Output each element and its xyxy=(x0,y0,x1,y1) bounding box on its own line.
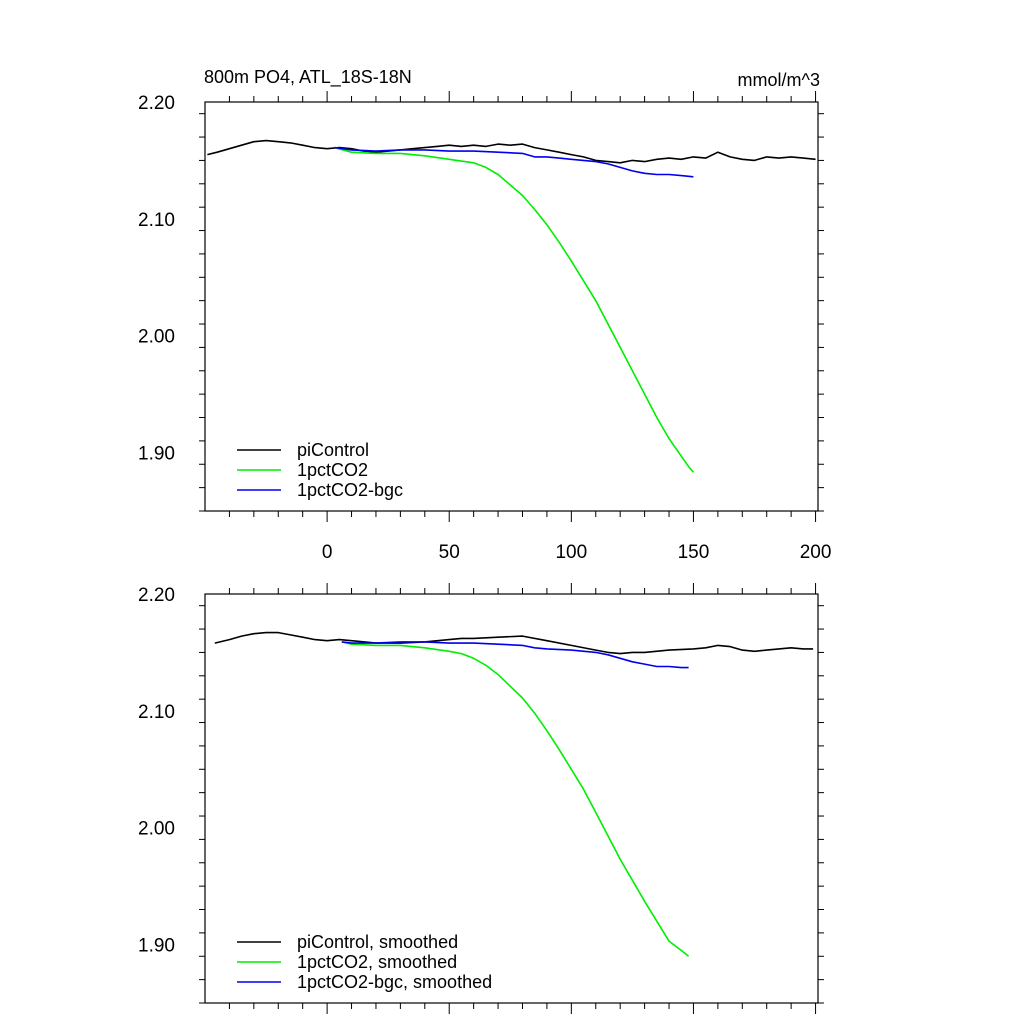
x-tick-label: 0 xyxy=(322,542,333,563)
series-line-3 xyxy=(341,641,689,669)
top-panel: 800m PO4, ATL_18S-18N mmol/m^3 2.202.102… xyxy=(138,67,831,563)
y-tick-label: 2.20 xyxy=(138,585,175,606)
y-tick-label: 1.90 xyxy=(138,936,175,957)
series-layer xyxy=(214,631,814,957)
series-line-2 xyxy=(341,641,690,957)
legend-label: 1pctCO2-bgc, smoothed xyxy=(297,972,492,992)
y-tick-label: 1.90 xyxy=(138,444,175,465)
bottom-panel: 2.202.102.001.90 piControl, smoothed1pct… xyxy=(138,583,824,1014)
y-tick-label: 2.00 xyxy=(138,819,175,840)
legend-label: 1pctCO2-bgc xyxy=(297,480,403,500)
series-layer xyxy=(207,139,816,473)
units-label: mmol/m^3 xyxy=(738,70,820,90)
legend-label: piControl, smoothed xyxy=(297,932,458,952)
plot-frame xyxy=(204,593,819,1004)
y-tick-label: 2.00 xyxy=(138,327,175,348)
series-line-3 xyxy=(334,146,694,178)
x-tick-label: 50 xyxy=(439,542,460,563)
y-tick-label: 2.20 xyxy=(138,93,175,114)
series-line-1 xyxy=(214,631,814,655)
x-tick-label: 100 xyxy=(555,542,587,563)
series-line-1 xyxy=(207,139,816,164)
axis-ticks: 2.20 2.10 2.00 1.90 0 50 100 150 200 xyxy=(138,91,831,563)
y-tick-label: 2.10 xyxy=(138,210,175,231)
legend-label: piControl xyxy=(297,440,369,460)
legend-label: 1pctCO2 xyxy=(297,460,368,480)
x-tick-label: 150 xyxy=(678,542,710,563)
plot-frame xyxy=(204,101,819,512)
x-tick-label: 200 xyxy=(800,542,832,563)
axis-ticks: 2.20 2.10 2.00 1.90 xyxy=(138,583,824,1014)
series-line-2 xyxy=(334,146,695,473)
y-tick-label: 2.10 xyxy=(138,702,175,723)
panel-title: 800m PO4, ATL_18S-18N xyxy=(204,67,412,88)
legend-label: 1pctCO2, smoothed xyxy=(297,952,457,972)
